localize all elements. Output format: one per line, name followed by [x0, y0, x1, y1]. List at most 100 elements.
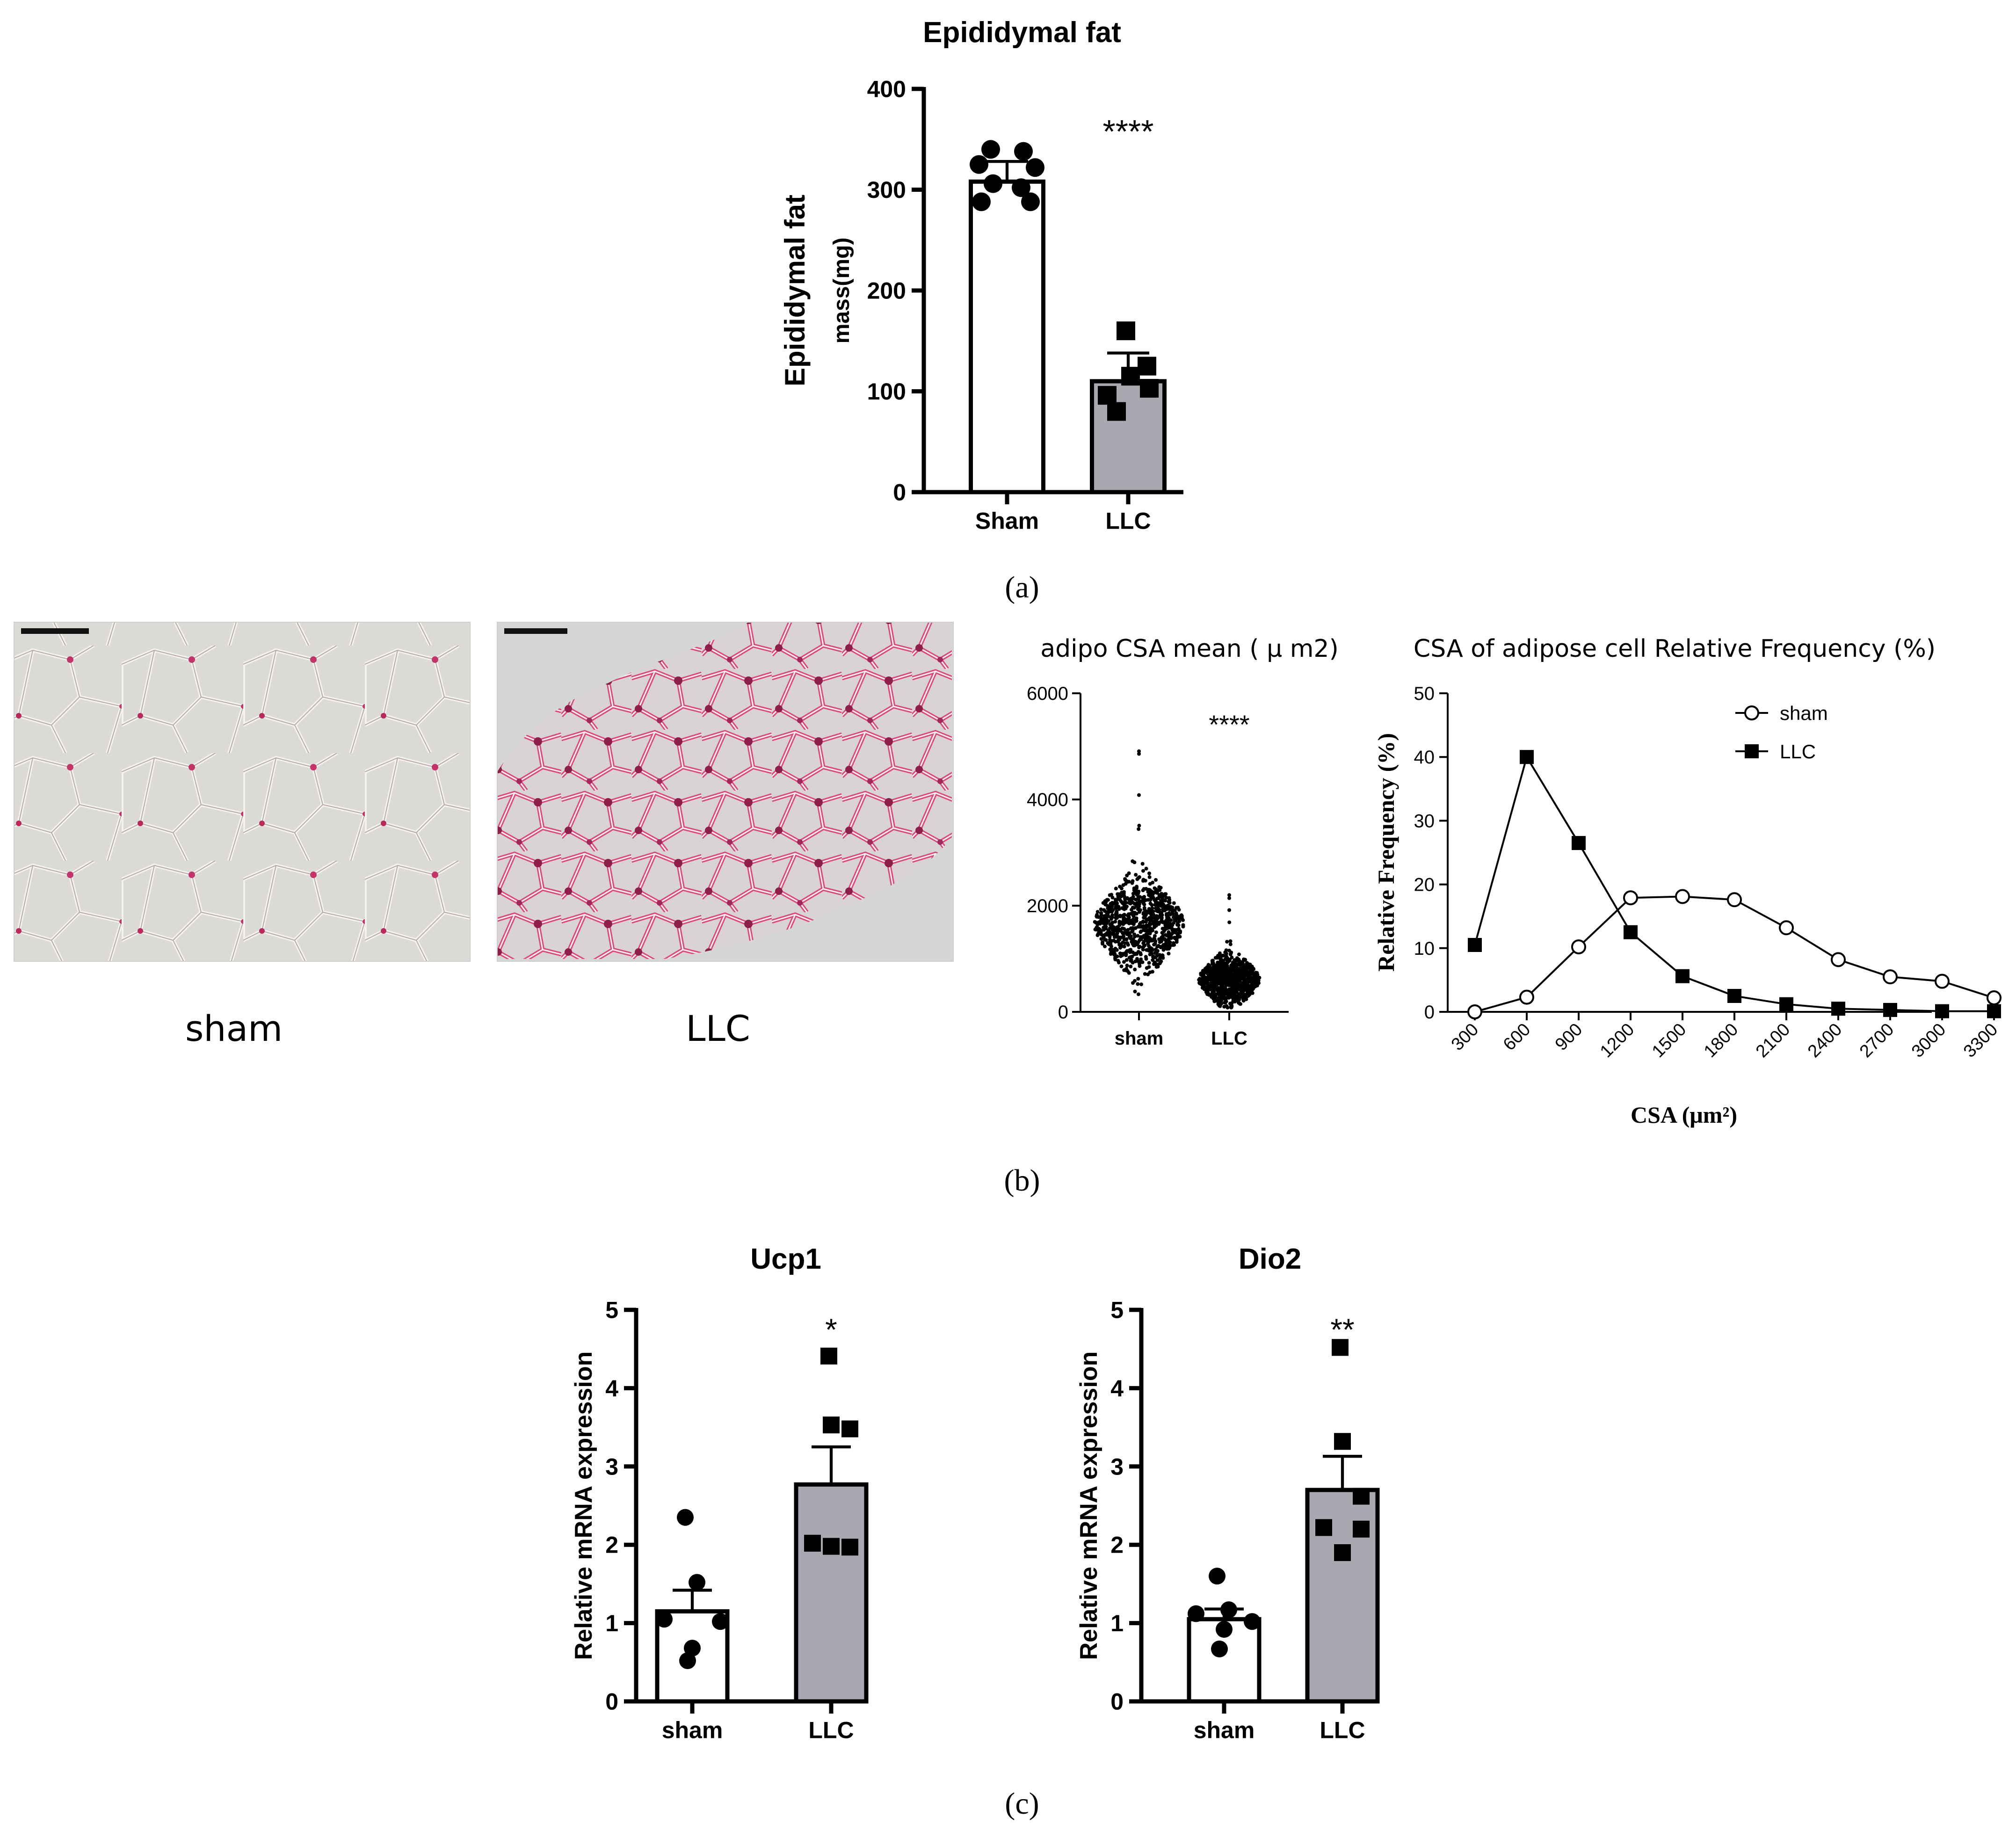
data-point — [1148, 898, 1153, 902]
data-point — [1228, 942, 1233, 946]
data-point — [1143, 943, 1147, 947]
data-point — [1159, 959, 1163, 964]
data-point — [1124, 901, 1128, 905]
data-point — [1199, 982, 1204, 986]
data-point — [1209, 985, 1213, 988]
data-point — [1138, 356, 1156, 376]
data-point — [1172, 901, 1176, 905]
data-point — [1572, 836, 1586, 850]
data-point — [1248, 962, 1252, 966]
data-point — [1232, 996, 1236, 1001]
data-point — [1220, 972, 1224, 976]
data-point — [1149, 928, 1153, 932]
data-point — [1114, 935, 1118, 939]
data-point — [1217, 993, 1221, 997]
data-point — [1209, 972, 1213, 976]
data-point — [1147, 875, 1152, 879]
data-point — [1124, 882, 1128, 886]
data-point — [1216, 982, 1220, 986]
data-point — [1154, 930, 1158, 934]
data-point — [1026, 158, 1044, 177]
data-point — [1211, 995, 1215, 999]
data-point — [1145, 917, 1149, 922]
data-point — [1156, 906, 1160, 910]
data-point — [1142, 928, 1146, 932]
data-point — [689, 1574, 705, 1591]
data-point — [1099, 911, 1103, 915]
data-point — [1133, 989, 1137, 994]
data-point — [1188, 1605, 1204, 1622]
y-tick-label: 2 — [1110, 1532, 1124, 1558]
data-point — [1520, 750, 1534, 764]
y-tick-label: 5 — [1110, 1297, 1124, 1323]
data-point — [1675, 889, 1690, 904]
data-point — [1177, 917, 1181, 922]
data-point — [1181, 924, 1185, 929]
data-point — [1223, 1001, 1227, 1005]
x-tick-label: 1200 — [1596, 1020, 1638, 1061]
data-point — [1121, 931, 1124, 935]
data-point — [1103, 944, 1107, 949]
data-point — [1124, 952, 1128, 956]
x-tick-label: 3000 — [1908, 1020, 1950, 1061]
data-point — [1116, 892, 1120, 896]
data-point — [1145, 928, 1149, 932]
data-point — [1106, 909, 1110, 914]
data-point — [1156, 896, 1160, 901]
data-point — [1248, 966, 1252, 971]
data-point — [1211, 961, 1215, 965]
data-point — [1226, 966, 1230, 970]
chart-title: adipo CSA mean ( μ m2) — [1040, 635, 1339, 663]
data-point — [1212, 974, 1216, 978]
data-point — [1141, 901, 1146, 905]
data-point — [1153, 961, 1158, 966]
data-point — [1247, 991, 1251, 995]
data-point — [1229, 968, 1233, 972]
x-tick-label: LLC — [1211, 1028, 1247, 1049]
data-point — [1177, 908, 1181, 912]
csa-frequency-chart: CSA of adipose cell Relative Frequency (… — [1373, 635, 2001, 1128]
data-point — [1099, 908, 1103, 911]
data-point — [1098, 921, 1102, 925]
data-point — [1179, 913, 1183, 917]
data-point — [1226, 1005, 1230, 1010]
data-point — [1250, 991, 1255, 995]
data-point — [1204, 988, 1209, 992]
data-point — [1108, 935, 1112, 939]
data-point — [1151, 958, 1155, 962]
data-point — [1727, 892, 1742, 908]
data-point — [1134, 897, 1138, 901]
y-tick-label: 1 — [605, 1610, 618, 1636]
data-point — [1144, 955, 1148, 959]
y-tick-label: 3 — [605, 1453, 618, 1480]
legend-label: LLC — [1780, 741, 1816, 763]
data-point — [1121, 892, 1125, 896]
x-tick-label: 2400 — [1804, 1020, 1846, 1061]
data-point — [1207, 993, 1211, 997]
scale-bar-llc — [504, 628, 567, 634]
data-point — [1117, 321, 1135, 341]
data-point — [1137, 752, 1141, 756]
data-point — [1117, 960, 1121, 965]
legend-label: sham — [1780, 702, 1828, 724]
data-point — [1161, 920, 1166, 924]
y-tick-label: 0 — [893, 479, 906, 506]
data-point — [1831, 1002, 1845, 1016]
data-point — [1239, 1002, 1242, 1006]
data-point — [1205, 976, 1209, 980]
y-tick-label: 2000 — [1027, 896, 1068, 916]
data-point — [1132, 940, 1136, 944]
data-point — [1218, 951, 1222, 955]
data-point — [1164, 892, 1168, 896]
data-point — [1229, 965, 1233, 969]
histology-llc-image — [497, 622, 954, 962]
y-tick-label: 4000 — [1027, 790, 1068, 810]
data-point — [1144, 911, 1148, 915]
data-point — [1144, 935, 1148, 939]
data-point — [1170, 908, 1174, 912]
data-point — [1209, 1568, 1226, 1585]
data-point — [1165, 940, 1169, 944]
data-point — [1131, 859, 1135, 863]
data-point — [1230, 976, 1234, 980]
data-point — [1129, 965, 1133, 968]
